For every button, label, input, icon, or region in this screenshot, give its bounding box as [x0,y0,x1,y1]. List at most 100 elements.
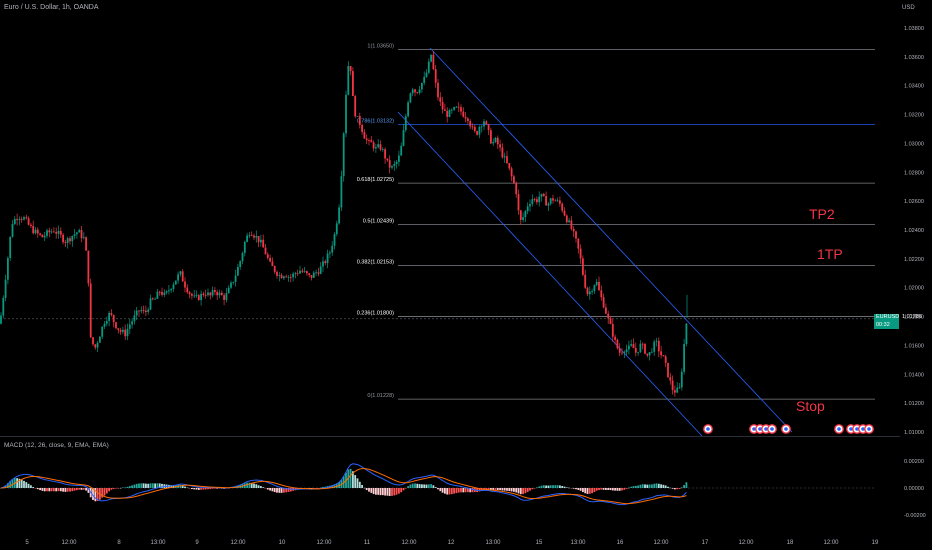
macd-histogram-bar [105,488,108,494]
time-axis-label: 19 [872,540,879,546]
macd-histogram-bar [289,488,292,492]
candle-body [526,206,529,212]
macd-histogram-bar [586,488,589,494]
macd-histogram-bar [432,485,435,488]
candle-body [124,329,127,337]
candle-body [563,210,566,216]
macd-histogram-bar [632,486,635,488]
macd-histogram-bar [623,488,626,490]
macd-histogram-bar [616,488,619,491]
candle-body [669,377,672,381]
macd-histogram-bar [524,488,527,494]
economic-event-dot [784,427,788,431]
tp2-annotation[interactable]: TP2 [809,206,835,222]
time-axis-label: 8 [117,540,121,546]
candle-body [13,218,16,225]
macd-histogram-bar [639,484,642,488]
candle-body [308,273,311,276]
macd-histogram-bar [430,484,432,488]
candle-body [218,292,221,296]
candle-body [531,199,534,205]
candle-body [552,198,554,201]
macd-histogram-bar [439,488,442,492]
candle-body [292,273,294,278]
macd-histogram-bar [469,488,472,493]
macd-histogram-bar [46,488,48,492]
candle-body [577,238,580,249]
macd-histogram-bar [197,488,200,490]
macd-histogram-bar [315,488,317,489]
macd-histogram-bar [227,488,230,489]
candle-body [616,339,619,349]
candle-body [23,217,25,220]
candle-body [85,237,87,251]
candle-body [64,242,67,244]
macd-histogram-bar [57,488,60,492]
macd-histogram-bar [250,482,253,488]
macd-histogram-bar [108,488,110,492]
candle-body [329,252,331,254]
time-axis-label: 12:00 [401,540,417,546]
candle-body [312,272,315,278]
candle-body [365,138,368,141]
candle-body [579,248,582,259]
candle-body [674,390,676,393]
macd-histogram-bar [644,484,646,488]
stop-annotation[interactable]: Stop [796,398,825,414]
candle-body [223,295,225,300]
macd-histogram-bar [685,482,688,488]
time-axis-label: 16 [617,540,624,546]
candle-body [446,110,449,117]
macd-histogram-bar [568,487,570,489]
macd-histogram-bar [204,488,207,490]
price-axis-label: 1.03800 [904,26,924,32]
candle-body [400,145,403,156]
macd-histogram-bar [69,488,71,492]
macd-histogram-bar [71,488,74,492]
tp1-annotation[interactable]: 1TP [817,246,843,262]
candle-body [519,210,522,220]
macd-histogram-bar [508,488,511,492]
macd-histogram-bar [94,488,97,502]
candle-body [421,82,423,90]
candle-body [158,291,161,293]
macd-histogram-bar [565,487,568,488]
price-axis-label: 1.02800 [904,170,924,176]
candle-body [349,66,352,72]
macd-histogram-bar [101,488,104,498]
macd-histogram-bar [122,487,124,488]
candle-body [676,387,679,393]
time-axis-label: 12:00 [230,540,246,546]
economic-event-dot [752,427,756,431]
last-price-tag: EURUSD [874,314,899,329]
price-axis-label: 1.03200 [904,113,924,119]
candle-body [266,254,269,258]
macd-histogram-bar [363,487,366,489]
pane-divider[interactable] [0,436,900,437]
price-tag-value: 1.01786 [902,314,922,320]
candle-body [273,266,276,272]
candle-body [356,116,359,117]
macd-histogram-bar [331,485,334,488]
candle-body [388,160,391,168]
candle-body [289,276,292,278]
macd-histogram-bar [39,488,41,491]
macd-histogram-bar [423,484,426,488]
macd-histogram-bar [501,488,504,491]
candle-body [487,124,490,131]
candle-body [501,147,504,158]
fib-level-label: 0(1.01228) [367,393,394,399]
macd-histogram-bar [80,488,83,490]
candle-body [342,133,345,177]
economic-event-dot [861,427,865,431]
candle-body [457,106,460,108]
macd-histogram-bar [485,488,488,490]
macd-histogram-bar [48,488,51,492]
economic-event-dot [764,427,768,431]
time-axis-label: 12:00 [738,540,754,546]
chart-title: Euro / U.S. Dollar, 1h, OANDA [4,4,99,11]
candle-body [117,328,120,330]
macd-axis-label: 0.00200 [904,459,924,465]
candle-body [131,321,133,325]
